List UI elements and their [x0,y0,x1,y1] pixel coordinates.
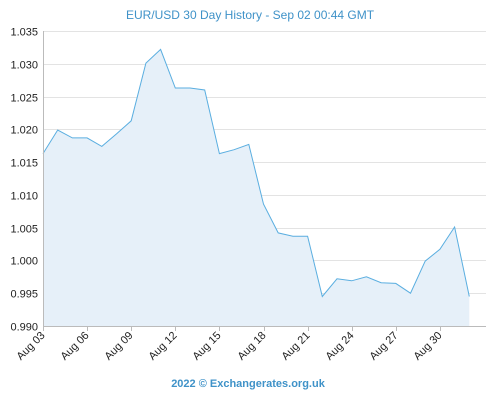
y-tick-label: 0.995 [10,289,38,301]
data-point [130,119,133,122]
data-point [336,277,339,280]
y-tick-label: 1.025 [10,93,38,105]
data-point [306,235,309,238]
data-point [277,231,280,234]
data-point [56,129,59,132]
y-tick-label: 1.030 [10,60,38,72]
data-point [218,152,221,155]
y-tick-label: 1.000 [10,256,38,268]
x-tick-label: Aug 27 [367,330,400,363]
x-tick-label: Aug 18 [235,330,268,363]
y-axis-ticks: 1.035 1.030 1.025 1.020 1.015 1.010 1.005 1.000… [10,27,38,334]
data-point [233,148,236,151]
data-point [350,279,353,282]
x-tick-label: Aug 03 [14,330,47,363]
chart-title: EUR/USD 30 Day History - Sep 02 00:44 GM… [126,8,375,22]
data-point [86,136,89,139]
y-tick-label: 1.035 [10,27,38,39]
x-axis-ticks: Aug 03 Aug 06 Aug 09 Aug 12 Aug 15 Aug 18 Aug … [14,326,445,363]
data-point [203,89,206,92]
area-fill [43,49,470,327]
y-tick-label: 1.020 [10,125,38,137]
data-point [174,87,177,90]
data-point [144,62,147,65]
data-point [380,281,383,284]
x-tick-label: Aug 09 [102,330,135,363]
data-point [321,295,324,298]
x-tick-label: Aug 06 [58,330,91,363]
data-point [159,48,162,51]
x-tick-label: Aug 12 [146,330,179,363]
x-tick-label: Aug 15 [190,330,223,363]
x-tick-label: Aug 24 [323,330,356,363]
y-tick-label: 1.005 [10,224,38,236]
data-point [189,87,192,90]
x-tick-label: Aug 30 [411,330,444,363]
data-point [115,132,118,135]
data-point [291,235,294,238]
data-point [365,275,368,278]
data-point [247,143,250,146]
y-tick-label: 1.010 [10,191,38,203]
data-point [262,203,265,206]
y-tick-label: 0.990 [10,322,38,334]
x-tick-label: Aug 21 [279,330,312,363]
series-line [42,48,470,298]
data-point [438,248,441,251]
data-point [100,145,103,148]
data-point [42,152,45,155]
data-point [453,226,456,229]
y-tick-label: 1.015 [10,158,38,170]
data-point [409,292,412,295]
footer-credit: 2022 © Exchangerates.org.uk [171,378,326,390]
data-point [468,295,471,298]
data-point [394,282,397,285]
data-point [71,136,74,139]
data-point [424,260,427,263]
